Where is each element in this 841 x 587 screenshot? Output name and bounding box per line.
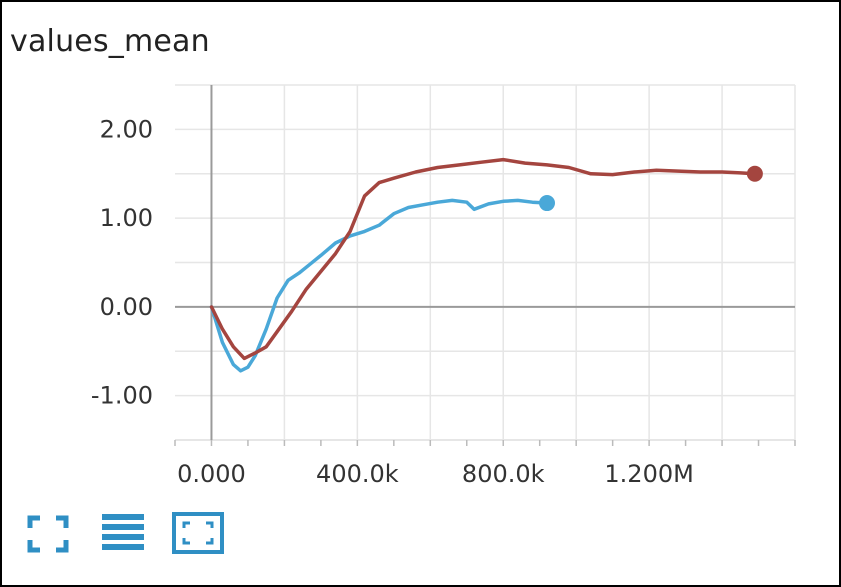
series-line-1 [209,198,549,373]
chart-toolbar [24,512,234,556]
x-tick-label: 800.0k [462,460,545,488]
menu-list-icon[interactable] [100,512,148,556]
chart-title: values_mean [10,24,210,59]
y-tick-label: -1.00 [91,382,153,410]
fullscreen-icon[interactable] [24,512,72,556]
y-tick-label: 0.00 [100,293,153,321]
fit-to-screen-icon[interactable] [172,512,224,556]
x-tick-label: 0.000 [177,460,246,488]
series-line-2 [209,157,757,361]
series-end-marker-2 [746,165,763,182]
y-tick-label: 1.00 [100,204,153,232]
y-tick-label: 2.00 [100,115,153,143]
x-tick-label: 1.200M [604,460,693,488]
x-tick-label: 400.0k [316,460,399,488]
series-end-marker-1 [539,195,555,212]
